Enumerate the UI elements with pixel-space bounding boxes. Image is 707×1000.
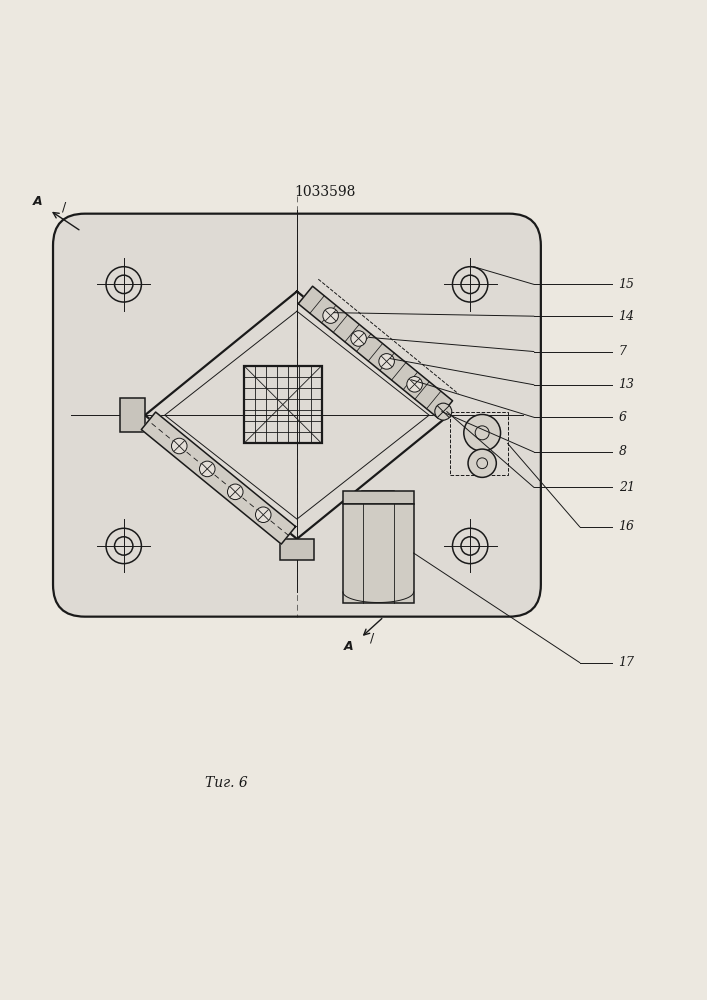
Bar bbox=[343, 504, 414, 603]
Polygon shape bbox=[298, 286, 452, 418]
Circle shape bbox=[468, 449, 496, 477]
Text: /: / bbox=[62, 201, 66, 214]
Circle shape bbox=[199, 461, 215, 477]
Text: 1033598: 1033598 bbox=[295, 185, 356, 199]
Circle shape bbox=[228, 484, 243, 500]
Circle shape bbox=[351, 331, 366, 346]
Circle shape bbox=[435, 403, 452, 420]
Text: 16: 16 bbox=[619, 520, 635, 533]
Circle shape bbox=[379, 354, 395, 369]
Bar bbox=[450, 412, 508, 475]
Bar bbox=[244, 366, 322, 443]
Circle shape bbox=[323, 308, 339, 323]
Circle shape bbox=[255, 507, 271, 523]
Text: 6: 6 bbox=[619, 411, 626, 424]
Text: 21: 21 bbox=[619, 481, 635, 494]
Circle shape bbox=[172, 438, 187, 454]
Text: /: / bbox=[370, 631, 374, 644]
Text: 7: 7 bbox=[619, 345, 626, 358]
Text: A: A bbox=[33, 195, 43, 208]
Circle shape bbox=[407, 377, 422, 392]
FancyBboxPatch shape bbox=[53, 214, 541, 617]
Bar bbox=[362, 491, 395, 585]
Bar bbox=[120, 398, 145, 432]
Polygon shape bbox=[141, 412, 296, 544]
Text: A: A bbox=[344, 640, 354, 653]
Text: 17: 17 bbox=[619, 656, 635, 669]
Text: 13: 13 bbox=[619, 378, 635, 391]
Text: 15: 15 bbox=[619, 278, 635, 291]
Circle shape bbox=[464, 414, 501, 451]
Text: Τиг. 6: Τиг. 6 bbox=[205, 776, 247, 790]
Bar bbox=[343, 491, 414, 504]
Text: 14: 14 bbox=[619, 310, 635, 323]
Text: 8: 8 bbox=[619, 445, 626, 458]
Bar bbox=[280, 539, 314, 560]
